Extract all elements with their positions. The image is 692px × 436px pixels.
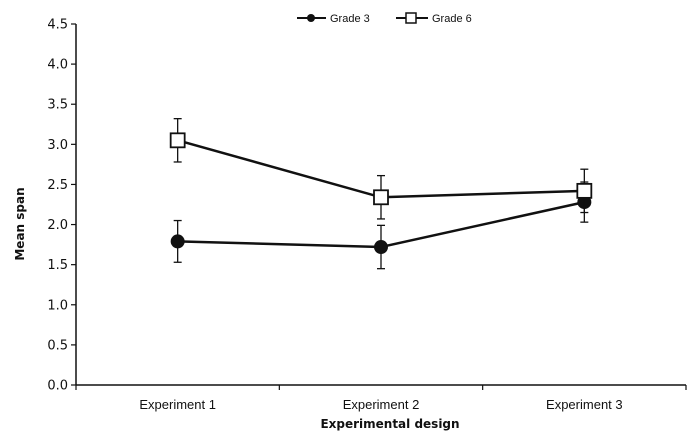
y-tick-label: 1.0 — [47, 298, 68, 313]
y-tick-label: 3.0 — [47, 138, 68, 153]
axes: 0.0 0.5 1.0 1.5 2.0 2.5 3.0 3.5 4.0 4.5 Experiment… — [47, 18, 687, 412]
y-tick-label: 4.0 — [47, 58, 68, 73]
y-tick-label: 0.0 — [47, 379, 68, 394]
y-tick-label: 4.5 — [47, 18, 68, 33]
legend-marker-grade-6 — [405, 12, 417, 24]
legend-marker-grade-3 — [307, 14, 315, 22]
series-grade-3 — [170, 181, 592, 270]
legend: Grade 3 Grade 6 — [297, 12, 472, 25]
x-tick-label: Experiment 3 — [546, 397, 623, 412]
y-tick-label: 1.5 — [47, 258, 68, 273]
y-tick-label: 2.5 — [47, 178, 68, 193]
series-grade-6 — [169, 118, 593, 220]
x-tick-label: Experiment 1 — [139, 397, 216, 412]
data-point-grade-3 — [374, 240, 388, 255]
y-axis-title: Mean span — [13, 187, 27, 260]
x-axis-title: Experimental design — [320, 417, 459, 431]
data-point-grade-6 — [169, 132, 186, 149]
x-tick-label: Experiment 2 — [343, 397, 420, 412]
data-point-grade-3 — [170, 234, 185, 249]
y-tick-label: 0.5 — [47, 338, 68, 353]
y-tick-label: 2.0 — [47, 218, 68, 233]
legend-label-grade-3: Grade 3 — [330, 13, 370, 25]
data-point-grade-6 — [576, 182, 593, 199]
y-tick-label: 3.5 — [47, 98, 68, 113]
series-layer — [169, 118, 593, 270]
data-point-grade-6 — [373, 189, 389, 206]
legend-label-grade-6: Grade 6 — [432, 13, 472, 25]
